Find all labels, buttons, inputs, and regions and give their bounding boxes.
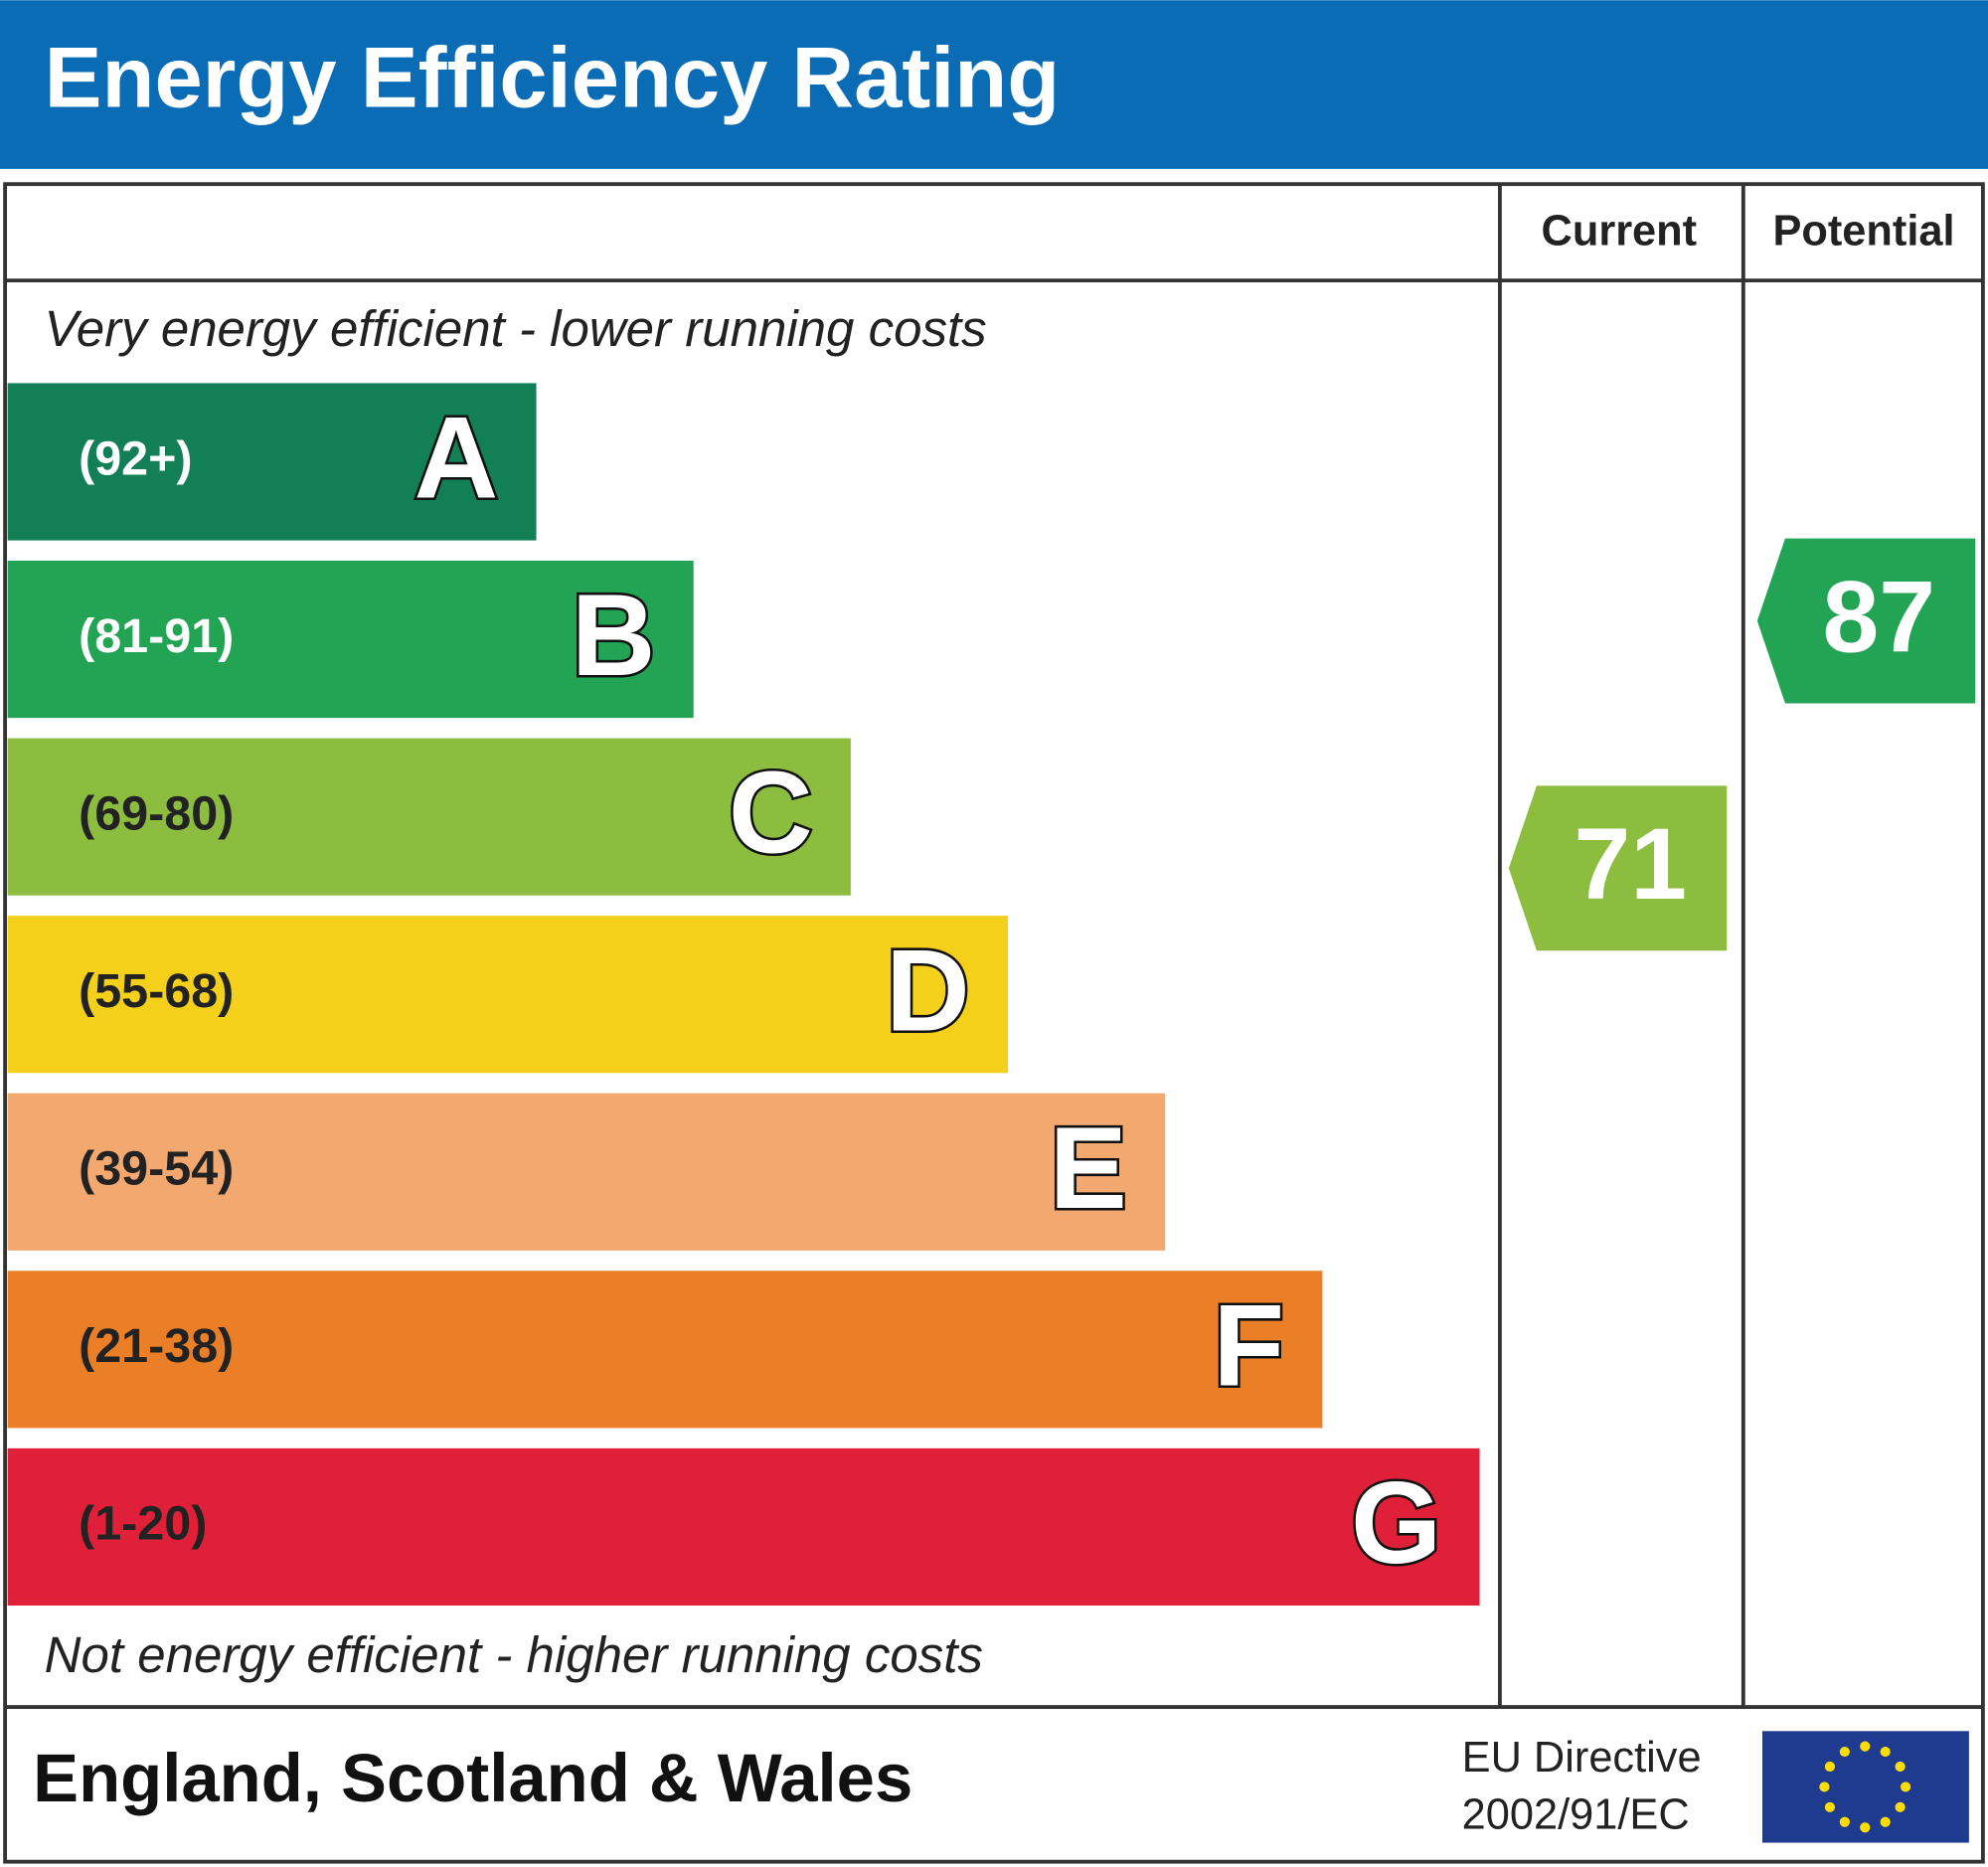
eu-star: [1819, 1782, 1830, 1792]
eu-star: [1824, 1801, 1836, 1812]
band: [7, 916, 1009, 1074]
band-letter: D: [886, 925, 970, 1055]
band-letter: A: [414, 393, 499, 523]
band: [7, 383, 537, 541]
eu-star: [1860, 1822, 1871, 1833]
rating-value: 87: [1823, 560, 1936, 673]
eu-stars: [1819, 1741, 1911, 1833]
band: [7, 561, 694, 719]
band-range: (1-20): [79, 1497, 207, 1551]
bottom-note: Not energy efficient - higher running co…: [45, 1626, 983, 1683]
band-range: (69-80): [79, 786, 234, 840]
directive: EU Directive: [1462, 1734, 1702, 1782]
band-letter: C: [729, 748, 813, 878]
band: [7, 738, 851, 896]
band-letter: B: [572, 570, 656, 700]
directive: 2002/91/EC: [1462, 1790, 1690, 1838]
eu-star: [1824, 1761, 1836, 1773]
band-range: (55-68): [79, 964, 234, 1018]
band: [7, 1093, 1166, 1251]
rating-arrow: [1756, 538, 1976, 704]
rating-arrow: [1508, 785, 1728, 951]
eu-star: [1895, 1801, 1905, 1812]
eu-star: [1900, 1782, 1911, 1792]
band-letter: F: [1213, 1279, 1284, 1410]
rating-value: 71: [1574, 807, 1688, 921]
eu-star: [1860, 1741, 1871, 1752]
column-header: Potential: [1772, 207, 1954, 255]
band-range: (81-91): [79, 609, 234, 663]
eu-star: [1880, 1746, 1891, 1758]
band-letter: E: [1050, 1103, 1127, 1233]
band-letter: G: [1351, 1457, 1441, 1588]
frame: [3, 182, 1985, 1864]
band: [7, 1271, 1323, 1429]
band-range: (39-54): [79, 1142, 234, 1196]
band-range: (92+): [79, 431, 192, 485]
band: [7, 1447, 1480, 1607]
band-range: (21-38): [79, 1319, 234, 1373]
eu-star: [1880, 1816, 1891, 1827]
eu-star: [1839, 1816, 1850, 1827]
header-bar: [0, 0, 1988, 169]
title: Energy Efficiency Rating: [45, 29, 1061, 125]
eu-star: [1895, 1761, 1905, 1773]
top-note: Very energy efficient - lower running co…: [45, 300, 987, 357]
column-header: Current: [1542, 207, 1698, 255]
eu-star: [1839, 1746, 1850, 1758]
region: England, Scotland & Wales: [33, 1740, 912, 1816]
